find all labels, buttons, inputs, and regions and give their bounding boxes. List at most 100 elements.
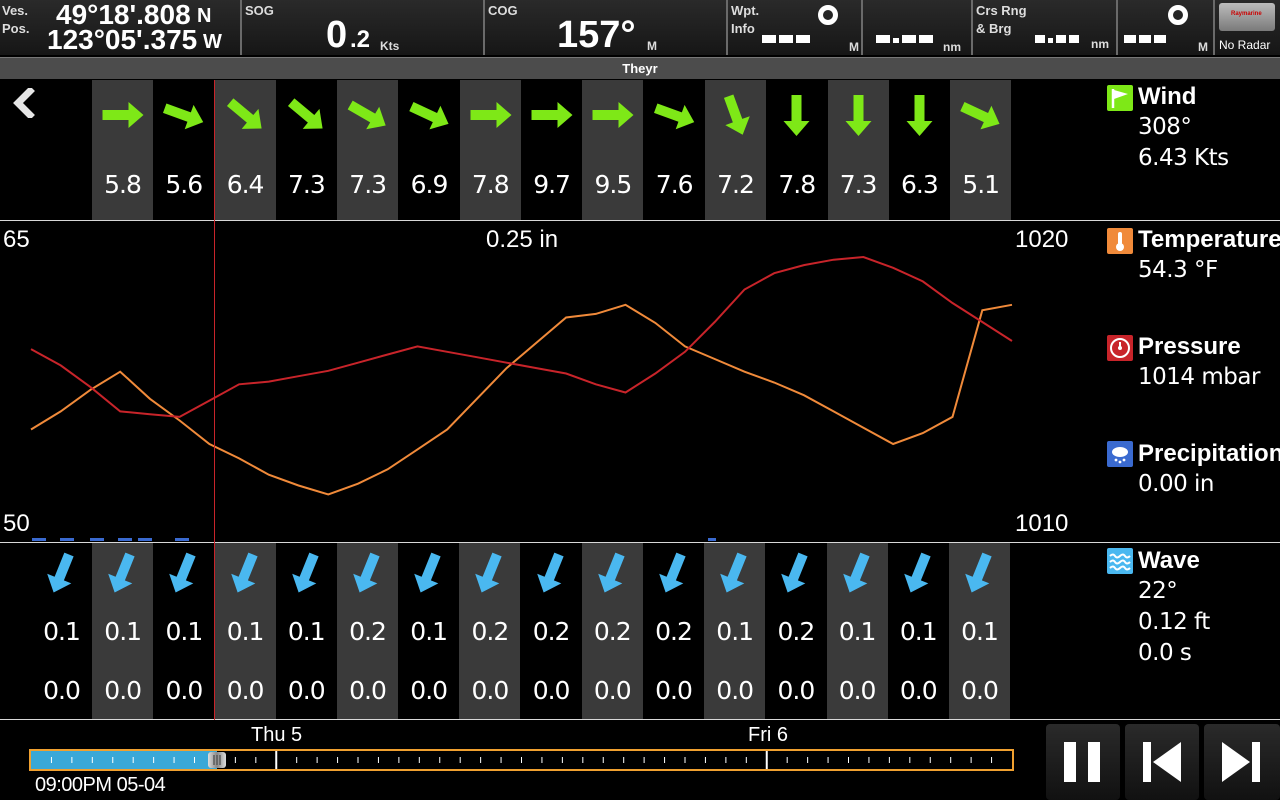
wind-column[interactable]: 7.3: [276, 80, 337, 220]
wave-column[interactable]: 0.1 0.0: [398, 543, 459, 719]
sog-label: SOG: [245, 3, 274, 18]
wave-arrow-icon: [398, 549, 459, 602]
wind-speed-value: 9.7: [533, 170, 571, 199]
wave-column[interactable]: 0.2 0.0: [459, 543, 521, 719]
wind-column[interactable]: 7.3: [337, 80, 399, 220]
precipitation-bar: [175, 538, 189, 541]
course-range-cell[interactable]: Crs Rng & Brg nm: [973, 0, 1118, 55]
wind-arrow-icon: [460, 93, 521, 142]
radar-icon: Raymarine: [1219, 3, 1275, 31]
bearing-ring-icon: [1168, 5, 1188, 25]
divider-bottom: [0, 542, 1280, 543]
wind-column[interactable]: 7.3: [827, 80, 889, 220]
waypoint-range-cell[interactable]: nm: [863, 0, 973, 55]
wind-arrow-icon: [828, 93, 889, 142]
waypoint-info-cell[interactable]: Wpt. Info M: [728, 0, 863, 55]
divider-top: [0, 220, 1280, 221]
wave-period-value: 0.0: [410, 676, 448, 705]
day-label-fri: Fri 6: [748, 724, 788, 746]
wave-column[interactable]: 0.1 0.0: [276, 543, 337, 719]
wave-arrow-icon: [31, 549, 92, 602]
wave-column[interactable]: 0.2 0.0: [337, 543, 398, 719]
skip-forward-button[interactable]: [1204, 724, 1280, 800]
wave-arrow-icon: [92, 549, 153, 602]
cog-cell[interactable]: COG 157° M: [485, 0, 728, 56]
wave-height-value: 0.1: [838, 617, 877, 646]
wave-period-value: 0.0: [899, 676, 938, 705]
crs-unit-nm: nm: [1091, 37, 1109, 51]
no-radar-label: No Radar: [1219, 38, 1271, 52]
wave-column[interactable]: 0.1 0.0: [888, 543, 949, 719]
wave-arrow-icon: [459, 549, 520, 602]
timeline-handle[interactable]: [208, 752, 227, 768]
wind-column[interactable]: 6.3: [889, 80, 950, 220]
wave-column[interactable]: 0.1 0.0: [153, 543, 214, 719]
brg-label: & Brg: [976, 21, 1012, 36]
wave-column[interactable]: 0.2 0.0: [765, 543, 826, 719]
wave-column[interactable]: 0.2 0.0: [643, 543, 704, 719]
pressure-title: Pressure: [1138, 333, 1241, 360]
wave-column[interactable]: 0.2 0.0: [521, 543, 582, 719]
wind-column[interactable]: 9.7: [521, 80, 582, 220]
wind-column[interactable]: 9.5: [582, 80, 644, 220]
pressure-axis-min: 1010: [1015, 510, 1069, 537]
radar-status-cell[interactable]: Raymarine No Radar: [1215, 0, 1280, 55]
wind-arrow-icon: [337, 93, 398, 142]
temp-axis-max: 65: [3, 226, 30, 253]
wave-column[interactable]: 0.1 0.0: [704, 543, 766, 719]
temperature-value: 54.3 °F: [1138, 257, 1218, 283]
wave-column[interactable]: 0.1 0.0: [92, 543, 154, 719]
wave-icon: [1107, 548, 1133, 574]
wind-column[interactable]: 5.6: [153, 80, 214, 220]
wave-period-value: 0.0: [593, 676, 632, 705]
wave-arrow-icon: [215, 549, 276, 602]
wave-column[interactable]: 0.1 0.0: [826, 543, 888, 719]
wave-column[interactable]: 0.1 0.0: [949, 543, 1010, 719]
back-button[interactable]: [10, 86, 40, 120]
bearing-cell[interactable]: M: [1118, 0, 1215, 55]
wind-column[interactable]: 6.4: [214, 80, 276, 220]
wind-speed-value: 7.2: [717, 170, 755, 199]
wave-height: 0.12 ft: [1138, 609, 1210, 635]
wind-speed-value: 5.6: [165, 170, 203, 199]
timeline-scrubber[interactable]: [29, 749, 1014, 771]
wpt-unit-m: M: [849, 40, 859, 54]
wave-height-value: 0.2: [349, 617, 387, 646]
cog-value: 157°: [557, 14, 636, 56]
wave-arrow-icon: [643, 549, 704, 602]
wind-column[interactable]: 6.9: [399, 80, 460, 220]
wave-period-value: 0.0: [349, 676, 387, 705]
skip-back-button[interactable]: [1125, 724, 1199, 800]
timeline-progress: [31, 751, 218, 769]
wind-column[interactable]: 7.8: [766, 80, 827, 220]
wind-column[interactable]: 5.8: [92, 80, 153, 220]
wave-column[interactable]: 0.1 0.0: [214, 543, 276, 719]
wind-column[interactable]: 7.8: [459, 80, 521, 220]
wind-speed-value: 7.3: [349, 170, 387, 199]
wind-arrow-icon: [92, 93, 153, 142]
precipitation-bar: [90, 538, 104, 541]
wind-column[interactable]: 5.1: [950, 80, 1012, 220]
wave-height-value: 0.2: [655, 617, 693, 646]
wave-period-value: 0.0: [104, 676, 142, 705]
wind-column[interactable]: 7.6: [644, 80, 705, 220]
wave-arrow-icon: [888, 549, 949, 602]
wave-period-value: 0.0: [655, 676, 693, 705]
wave-period-value: 0.0: [471, 676, 510, 705]
brg-unit-m: M: [1198, 40, 1208, 54]
wind-arrow-icon: [399, 93, 460, 142]
time-cursor-line[interactable]: [214, 80, 215, 720]
wave-column[interactable]: 0.2 0.0: [581, 543, 643, 719]
wave-column[interactable]: 0.1 0.0: [31, 543, 92, 719]
pause-button[interactable]: [1046, 724, 1120, 800]
timeline-ticks: [50, 751, 993, 769]
wind-column[interactable]: 7.2: [705, 80, 766, 220]
wave-period-value: 0.0: [287, 676, 326, 705]
precipitation-title: Precipitation: [1138, 440, 1280, 467]
wave-height-value: 0.1: [226, 617, 265, 646]
forecast-chart[interactable]: [0, 221, 1280, 543]
sog-cell[interactable]: SOG 0 .2 Kts: [242, 0, 485, 56]
vessel-position-cell[interactable]: Ves. Pos. 49°18'.808 N 123°05'.375 W: [0, 0, 242, 55]
wave-period-value: 0.0: [838, 676, 877, 705]
wave-arrow-icon: [337, 549, 398, 602]
